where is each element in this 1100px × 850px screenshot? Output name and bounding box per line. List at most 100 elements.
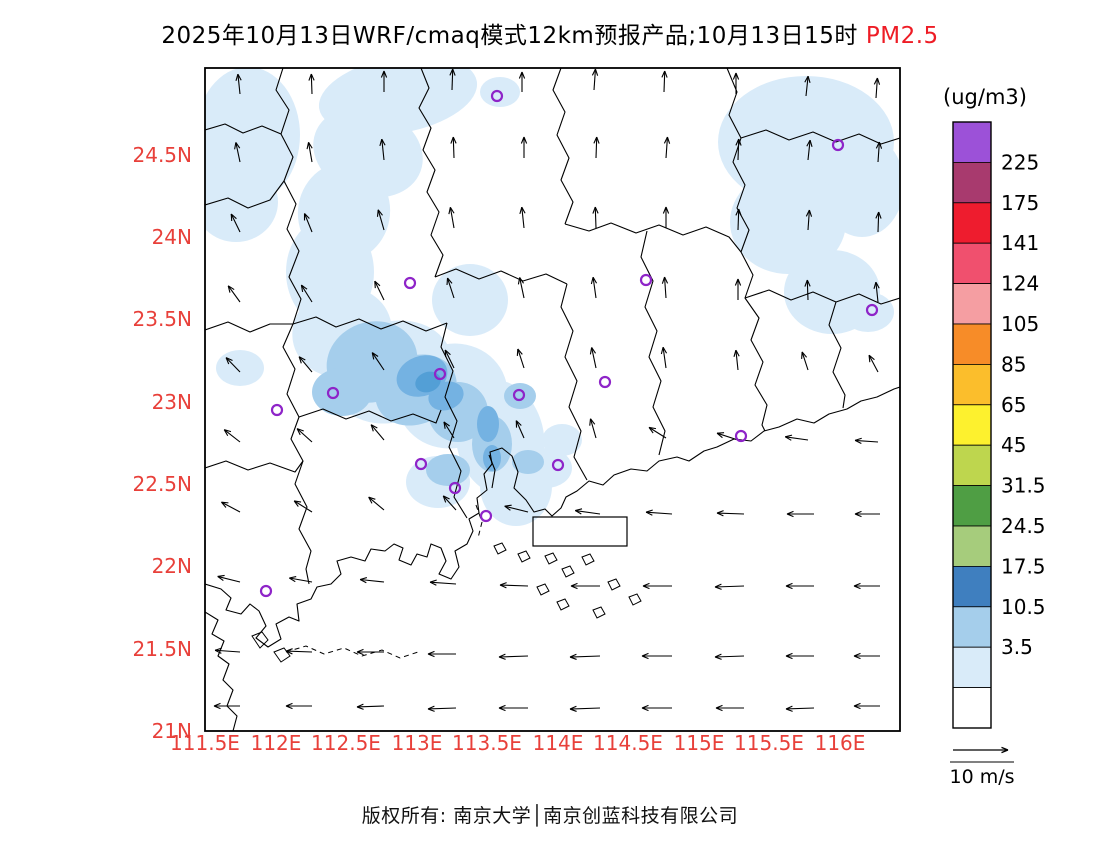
wind-scale: 10 m/s [949,746,1015,788]
map-layers [205,68,900,731]
y-axis-labels: 24.5N 24N 23.5N 23N 22.5N 22N 21.5N 21N [133,143,193,743]
colorbar: (ug/m3) 225 175 141 124 105 85 65 45 31.5 24.5 17.… [943,85,1046,729]
wind-arrow [662,206,670,228]
x-tick-label: 112E [251,731,302,755]
colorbar-segment [952,485,992,527]
wind-arrow [785,582,814,590]
wind-arrow [498,653,529,660]
wind-arrow [735,138,742,161]
wind-arrow [641,652,672,660]
wind-arrow [293,500,313,513]
wind-arrow [593,136,600,159]
wind-arrow [804,75,811,97]
colorbar-tick-label: 31.5 [1001,474,1046,498]
wind-arrow [448,207,455,229]
wind-arrow [368,496,385,511]
boundary-path [205,123,282,135]
pm-shade-blob [205,162,278,242]
boundary-path [205,386,900,648]
boundary-path [560,283,588,481]
x-tick-label: 114.5E [593,731,663,755]
island-path [493,542,507,555]
wind-arrow [517,277,525,299]
wind-arrow [805,209,813,231]
wind-arrow [214,647,241,654]
wind-arrow [715,704,744,712]
wind-arrow [648,426,667,439]
wind-arrow [854,510,880,518]
wind-arrow [853,702,880,710]
wind-arrow [234,142,241,163]
colorbar-segments: 225 175 141 124 105 85 65 45 31.5 24.5 17.5 10.5 3.5 [952,121,1046,729]
wind-arrow [298,356,313,373]
wind-arrow [873,281,880,303]
station-marker [598,375,612,389]
wind-arrow [504,504,529,513]
wind-arrow [660,346,668,369]
y-tick-label: 23.5N [133,307,193,331]
island-path [607,578,621,591]
colorbar-tick-label: 65 [1001,393,1026,417]
coastline-boundary-layer [205,68,900,731]
wind-arrow [854,437,879,444]
wind-arrow [663,136,671,159]
y-tick-label: 23N [152,390,192,414]
y-tick-label: 22.5N [133,472,193,496]
wind-arrow [296,428,313,443]
wind-arrow [308,73,315,95]
copyright-text: 版权所有: 南京大学│南京创蓝科技有限公司 [361,805,739,827]
station-marker [479,509,493,523]
wind-arrow [853,652,880,660]
wind-arrow [733,349,740,371]
wind-arrow [427,705,457,712]
wind-arrow [520,136,528,158]
colorbar-tick-label: 17.5 [1001,554,1046,578]
colorbar-segment [952,202,992,244]
x-tick-label: 116E [815,731,866,755]
x-tick-label: 114E [533,731,584,755]
boundary-path [552,68,574,225]
boundary-path [488,454,496,489]
x-tick-label: 115E [674,731,725,755]
station-marker [326,386,340,400]
wind-arrow [645,509,673,516]
wind-arrow [714,583,745,590]
wind-scale-arrowhead-icon [1001,746,1009,754]
wind-arrow [443,421,455,439]
wind-arrow [868,354,879,373]
station-marker [512,388,526,402]
wind-arrow [574,508,601,515]
region-box [532,516,628,547]
wind-arrow [429,579,457,586]
boundary-path [205,321,293,333]
colorbar-tick-label: 124 [1001,272,1039,296]
wind-arrow [569,653,601,660]
pollutant-label: PM2.5 [865,23,939,49]
wind-arrow [442,495,457,511]
wind-arrow [376,209,385,231]
wind-arrow [804,279,811,301]
wind-arrow [300,284,313,303]
wind-arrow [875,211,882,233]
title-text: 2025年10月13日WRF/cmaq模式12km预报产品;10月13日15时 [161,23,858,49]
station-marker-layer [259,89,879,598]
pm-shade-blob [312,368,372,416]
station-marker [403,276,417,290]
pm-shade-blob [477,406,499,442]
wind-arrow [661,70,668,93]
wind-arrow [806,139,813,161]
boundary-path [205,180,285,209]
wind-arrow [515,420,525,439]
wind-arrow [289,576,313,583]
island-path [536,583,550,596]
colorbar-border [952,121,992,729]
island-path [556,598,570,611]
wind-vector-layer [213,68,883,712]
wind-arrow [519,206,526,229]
wind-arrow [371,352,385,371]
boundary-path [434,268,568,285]
colorbar-segment [952,687,992,729]
wind-arrow [221,501,241,513]
